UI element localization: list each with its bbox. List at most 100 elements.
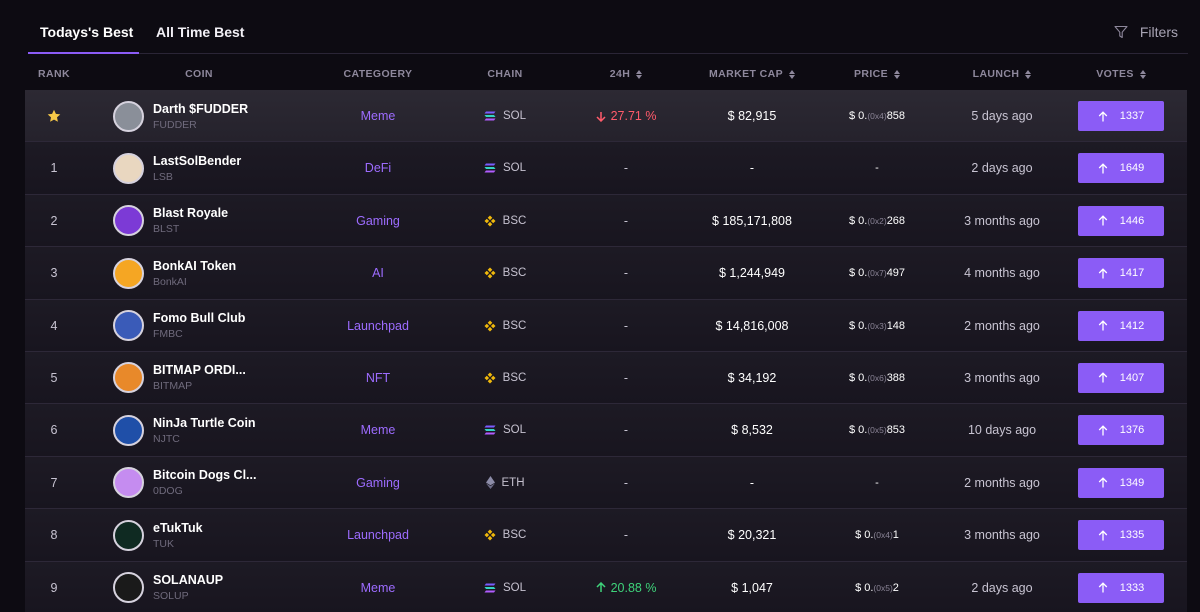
market-cap-value: - [749,161,755,176]
vote-button[interactable]: 1649 [1078,153,1164,184]
coin-cell[interactable]: NinJa Turtle Coin NJTC [113,404,323,456]
launch-value: 2 days ago [971,161,1033,176]
tab-todays-best[interactable]: Todays's Best [40,24,134,40]
table-row[interactable]: 8 eTukTuk TUK Launchpad BSC - $ 20,321 $… [25,509,1187,562]
launch-value: 4 months ago [964,266,1040,281]
category-link[interactable]: Launchpad [347,528,409,543]
coin-avatar [113,572,144,604]
table-row[interactable]: 4 Fomo Bull Club FMBC Launchpad BSC - $ … [25,299,1187,352]
coin-cell[interactable]: Blast Royale BLST [113,195,323,247]
arrow-up-icon [1098,582,1108,593]
arrow-up-icon [1098,372,1108,383]
table-row[interactable]: 5 BITMAP ORDI... BITMAP NFT BSC - $ 34,1… [25,351,1187,405]
price-digits: 148 [886,319,906,332]
table-row[interactable]: 1 LastSolBender LSB DeFi SOL - - - 2 day… [25,142,1187,195]
change-value: - [623,528,629,543]
table-row[interactable]: 2 Blast Royale BLST Gaming BSC - $ 185,1… [25,194,1187,248]
header-chain: CHAIN [487,68,523,80]
filters-button[interactable]: Filters [1114,24,1178,40]
vote-count: 1446 [1119,214,1145,227]
votes-cell: 1446 [1078,195,1164,247]
sort-icon [1025,69,1032,79]
arrow-up-icon [1098,163,1108,174]
market-cap-value: $ 1,047 [731,580,773,595]
coin-name: Bitcoin Dogs Cl... [153,468,257,483]
category-link[interactable]: DeFi [364,161,392,176]
category-link[interactable]: NFT [365,370,391,385]
market-cap-value: $ 185,171,808 [712,213,792,228]
price-zero-count: (0x4) [867,111,887,121]
ethereum-icon [485,476,495,490]
vote-button[interactable]: 1337 [1078,101,1164,131]
category-link[interactable]: Launchpad [347,318,409,333]
coin-avatar [113,414,144,446]
header-24h[interactable]: 24H [565,68,687,80]
vote-button[interactable]: 1376 [1078,415,1164,446]
table-row[interactable]: 3 BonkAI Token BonkAI AI BSC - $ 1,244,9… [25,247,1187,300]
header-launch[interactable]: LAUNCH [937,68,1067,80]
change-cell: - [565,300,687,352]
vote-button[interactable]: 1407 [1078,362,1164,393]
coin-avatar [113,362,144,394]
table-row[interactable]: 7 Bitcoin Dogs Cl... 0DOG Gaming ETH - -… [25,456,1187,510]
price-prefix: $ 0. [848,214,868,227]
price-digits: 2 [892,581,899,594]
change-value: - [623,475,629,490]
tab-all-time-best[interactable]: All Time Best [156,24,245,40]
header-price[interactable]: PRICE [817,68,937,80]
chain-cell: SOL [465,404,545,456]
coin-cell[interactable]: BonkAI Token BonkAI [113,247,323,299]
chain-label: SOL [502,581,526,594]
category-link[interactable]: AI [372,266,384,281]
coin-cell[interactable]: Darth $FUDDER FUDDER [113,90,323,142]
coin-cell[interactable]: BITMAP ORDI... BITMAP [113,352,323,404]
category-link[interactable]: Meme [360,580,396,595]
market-cap-value: $ 8,532 [731,423,773,438]
category-link[interactable]: Gaming [356,213,400,228]
rank-number: 7 [50,475,58,490]
coin-name: LastSolBender [153,153,242,168]
coin-name: SOLANAUP [153,573,224,588]
category-link[interactable]: Meme [360,109,396,123]
vote-count: 1417 [1119,267,1145,280]
featured-row[interactable]: Darth $FUDDER FUDDER Meme SOL 27.71 % $ … [25,90,1187,143]
table-row[interactable]: 6 NinJa Turtle Coin NJTC Meme SOL - $ 8,… [25,404,1187,457]
rank-number: 2 [50,213,58,228]
arrow-up-icon [1098,425,1108,436]
launch-value: 10 days ago [967,423,1037,438]
coin-cell[interactable]: eTukTuk TUK [113,509,323,561]
votes-cell: 1412 [1078,300,1164,352]
vote-button[interactable]: 1335 [1078,520,1164,551]
chain-cell: BSC [465,195,545,247]
change-value: 27.71 % [610,109,657,123]
active-tab-indicator [28,52,139,54]
chain-cell: BSC [465,300,545,352]
header-market-cap[interactable]: MARKET CAP [687,68,817,80]
header-votes[interactable]: VOTES [1078,68,1164,80]
chain-cell: BSC [465,247,545,299]
vote-button[interactable]: 1417 [1078,258,1164,289]
vote-button[interactable]: 1333 [1078,572,1164,603]
category-link[interactable]: Gaming [356,475,400,490]
price-zero-count: (0x3) [867,320,887,331]
price-prefix: - [875,162,879,175]
vote-button[interactable]: 1412 [1078,310,1164,341]
change-value: 20.88 % [610,580,657,595]
coin-symbol: 0DOG [153,485,183,498]
category-link[interactable]: Meme [360,423,396,438]
market-cap-value: - [749,475,755,490]
price-prefix: $ 0. [848,371,868,384]
coin-cell[interactable]: Bitcoin Dogs Cl... 0DOG [113,457,323,509]
price-cell: $ 0. (0x3) 148 [817,300,937,352]
coin-symbol: FMBC [153,328,183,341]
coin-cell[interactable]: SOLANAUP SOLUP [113,562,323,612]
vote-button[interactable]: 1349 [1078,467,1164,498]
table-row[interactable]: 9 SOLANAUP SOLUP Meme SOL 20.88 % $ 1,04… [25,561,1187,612]
change-value: - [623,266,629,281]
price-prefix: $ 0. [848,110,868,122]
chain-cell: SOL [465,142,545,194]
coin-cell[interactable]: Fomo Bull Club FMBC [113,300,323,352]
market-cap-value: $ 82,915 [727,109,777,123]
coin-cell[interactable]: LastSolBender LSB [113,142,323,194]
vote-button[interactable]: 1446 [1078,205,1164,236]
